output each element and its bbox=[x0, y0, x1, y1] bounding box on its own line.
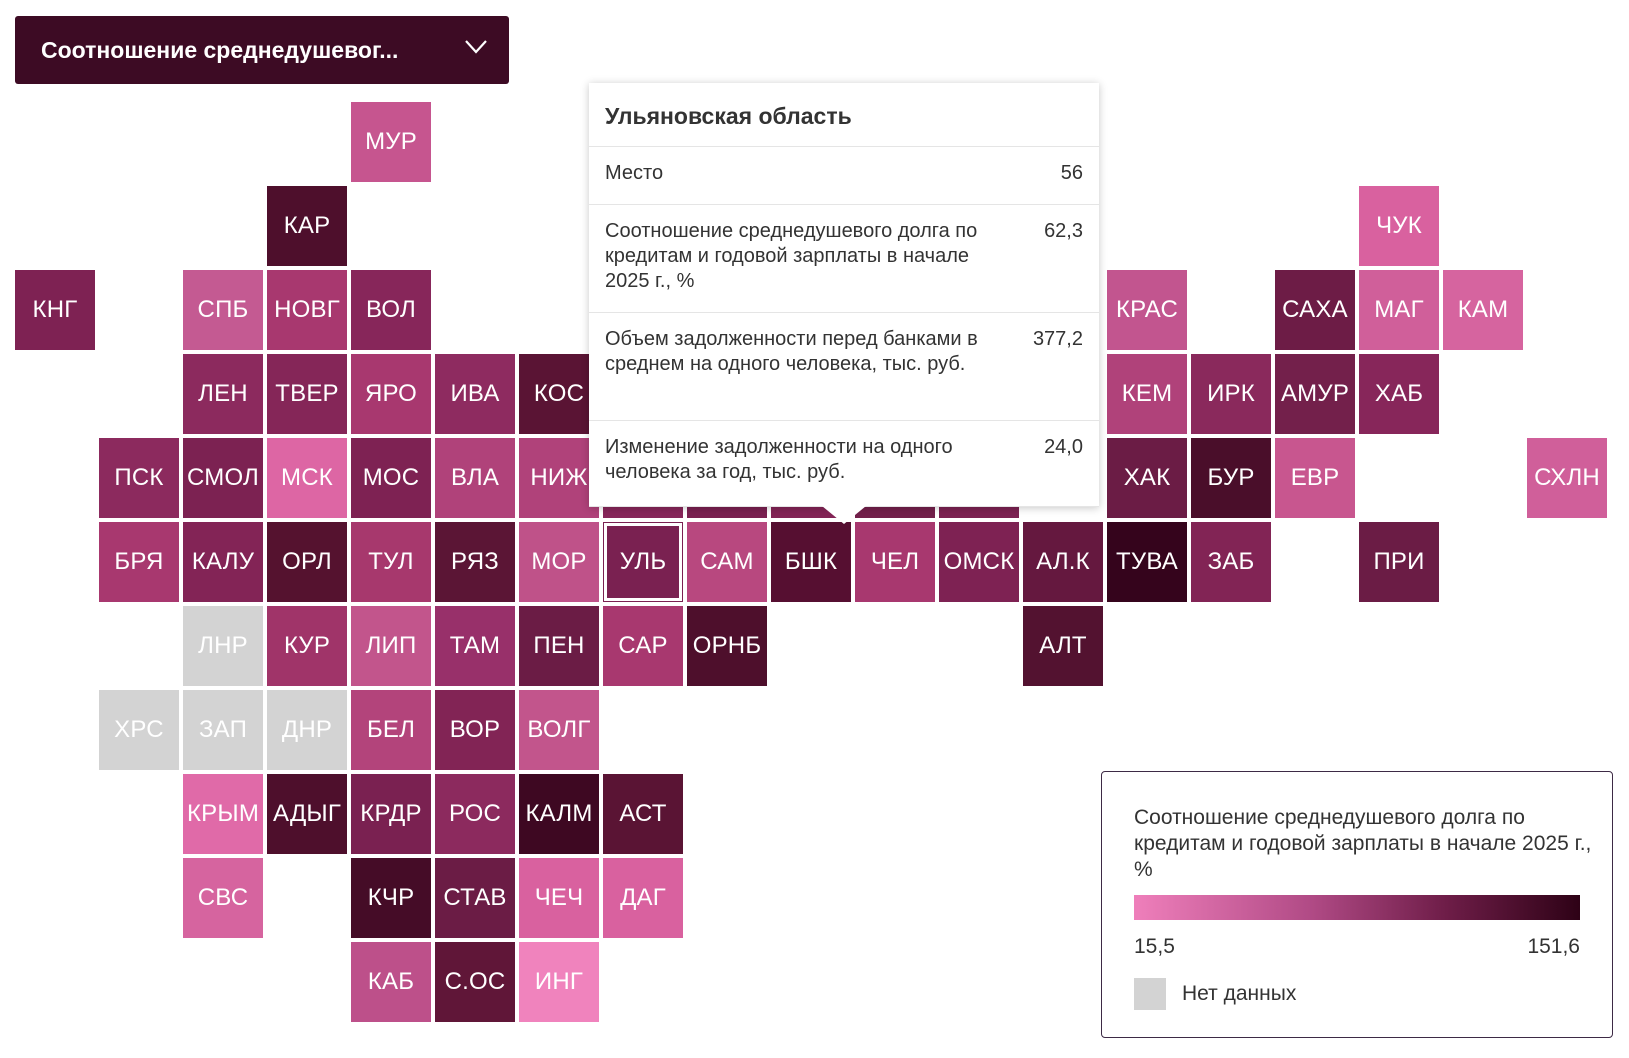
tooltip-value: 62,3 bbox=[1044, 220, 1083, 242]
region-tile-КОС[interactable]: КОС bbox=[519, 354, 599, 434]
region-tile-С.ОС[interactable]: С.ОС bbox=[435, 942, 515, 1022]
tooltip-row-change: Изменение задолженности на одного челове… bbox=[589, 421, 1099, 507]
region-tile-ЧЕЧ[interactable]: ЧЕЧ bbox=[519, 858, 599, 938]
region-tile-БЕЛ[interactable]: БЕЛ bbox=[351, 690, 431, 770]
region-tile-ЧЕЛ[interactable]: ЧЕЛ bbox=[855, 522, 935, 602]
region-tile-БУР[interactable]: БУР bbox=[1191, 438, 1271, 518]
tooltip-value: 377,2 bbox=[1032, 328, 1083, 350]
region-tile-ТАМ[interactable]: ТАМ bbox=[435, 606, 515, 686]
region-tile-АСТ[interactable]: АСТ bbox=[603, 774, 683, 854]
region-tile-ТУЛ[interactable]: ТУЛ bbox=[351, 522, 431, 602]
legend-max: 151,6 bbox=[1527, 935, 1580, 958]
tooltip-value: 56 bbox=[1060, 162, 1083, 184]
region-tile-ДНР[interactable]: ДНР bbox=[267, 690, 347, 770]
region-tile-ВОР[interactable]: ВОР bbox=[435, 690, 515, 770]
tooltip-label: Объем задолженности перед банками в сред… bbox=[605, 328, 978, 375]
color-legend: Соотношение среднедушевого долга по кред… bbox=[1101, 771, 1613, 1038]
region-tile-ПСК[interactable]: ПСК bbox=[99, 438, 179, 518]
region-tile-ЧУК[interactable]: ЧУК bbox=[1359, 186, 1439, 266]
region-tile-МОР[interactable]: МОР bbox=[519, 522, 599, 602]
chevron-down-icon bbox=[465, 40, 487, 54]
region-tooltip: Ульяновская область Место 56 Соотношение… bbox=[589, 83, 1099, 524]
region-tile-КАЛМ[interactable]: КАЛМ bbox=[519, 774, 599, 854]
region-tile-ВОЛГ[interactable]: ВОЛГ bbox=[519, 690, 599, 770]
legend-title: Соотношение среднедушевого долга по кред… bbox=[1134, 806, 1592, 881]
dropdown-label: Соотношение среднедушевог... bbox=[41, 36, 399, 63]
region-tile-КАР[interactable]: КАР bbox=[267, 186, 347, 266]
region-tile-КНГ[interactable]: КНГ bbox=[15, 270, 95, 350]
region-tile-ПЕН[interactable]: ПЕН bbox=[519, 606, 599, 686]
region-tile-КАБ[interactable]: КАБ bbox=[351, 942, 431, 1022]
region-tile-ЕВР[interactable]: ЕВР bbox=[1275, 438, 1355, 518]
region-tile-АЛТ[interactable]: АЛТ bbox=[1023, 606, 1103, 686]
region-tile-РЯЗ[interactable]: РЯЗ bbox=[435, 522, 515, 602]
region-tile-МСК[interactable]: МСК bbox=[267, 438, 347, 518]
region-tile-АМУР[interactable]: АМУР bbox=[1275, 354, 1355, 434]
legend-gradient bbox=[1134, 895, 1580, 920]
region-tile-СМОЛ[interactable]: СМОЛ bbox=[183, 438, 263, 518]
region-tile-СХЛН[interactable]: СХЛН bbox=[1527, 438, 1607, 518]
region-tile-МОС[interactable]: МОС bbox=[351, 438, 431, 518]
region-tile-КАМ[interactable]: КАМ bbox=[1443, 270, 1523, 350]
region-tile-КЕМ[interactable]: КЕМ bbox=[1107, 354, 1187, 434]
region-tile-ТУВА[interactable]: ТУВА bbox=[1107, 522, 1187, 602]
region-tile-ХАК[interactable]: ХАК bbox=[1107, 438, 1187, 518]
region-tile-ИНГ[interactable]: ИНГ bbox=[519, 942, 599, 1022]
region-tile-КУР[interactable]: КУР bbox=[267, 606, 347, 686]
region-tile-ИРК[interactable]: ИРК bbox=[1191, 354, 1271, 434]
region-tile-ОМСК[interactable]: ОМСК bbox=[939, 522, 1019, 602]
region-tile-ТВЕР[interactable]: ТВЕР bbox=[267, 354, 347, 434]
region-tile-БРЯ[interactable]: БРЯ bbox=[99, 522, 179, 602]
region-tile-ВЛА[interactable]: ВЛА bbox=[435, 438, 515, 518]
tooltip-row-rank: Место 56 bbox=[589, 147, 1099, 205]
region-tile-ЗАБ[interactable]: ЗАБ bbox=[1191, 522, 1271, 602]
region-tile-ЛИП[interactable]: ЛИП bbox=[351, 606, 431, 686]
region-tile-МУР[interactable]: МУР bbox=[351, 102, 431, 182]
region-tile-ВОЛ[interactable]: ВОЛ bbox=[351, 270, 431, 350]
region-tile-ОРНБ[interactable]: ОРНБ bbox=[687, 606, 767, 686]
region-tile-СПБ[interactable]: СПБ bbox=[183, 270, 263, 350]
region-tile-НИЖ[interactable]: НИЖ bbox=[519, 438, 599, 518]
indicator-dropdown[interactable]: Соотношение среднедушевог... bbox=[15, 16, 509, 84]
region-tile-ИВА[interactable]: ИВА bbox=[435, 354, 515, 434]
region-tile-ЛНР[interactable]: ЛНР bbox=[183, 606, 263, 686]
region-tile-САХА[interactable]: САХА bbox=[1275, 270, 1355, 350]
region-tile-МАГ[interactable]: МАГ bbox=[1359, 270, 1439, 350]
region-tile-САМ[interactable]: САМ bbox=[687, 522, 767, 602]
region-tile-БШК[interactable]: БШК bbox=[771, 522, 851, 602]
region-tile-ОРЛ[interactable]: ОРЛ bbox=[267, 522, 347, 602]
tooltip-label: Место bbox=[605, 162, 664, 184]
region-tile-РОС[interactable]: РОС bbox=[435, 774, 515, 854]
tooltip-pointer bbox=[822, 506, 866, 524]
region-tile-ЯРО[interactable]: ЯРО bbox=[351, 354, 431, 434]
tooltip-title: Ульяновская область bbox=[589, 83, 1099, 147]
region-tile-АЛ.К[interactable]: АЛ.К bbox=[1023, 522, 1103, 602]
region-tile-ЛЕН[interactable]: ЛЕН bbox=[183, 354, 263, 434]
tooltip-label: Соотношение среднедушевого долга по кред… bbox=[605, 220, 978, 292]
tooltip-row-ratio: Соотношение среднедушевого долга по кред… bbox=[589, 205, 1099, 313]
region-tile-ХАБ[interactable]: ХАБ bbox=[1359, 354, 1439, 434]
region-tile-ХРС[interactable]: ХРС bbox=[99, 690, 179, 770]
region-tile-УЛЬ[interactable]: УЛЬ bbox=[603, 522, 683, 602]
region-tile-ЗАП[interactable]: ЗАП bbox=[183, 690, 263, 770]
region-tile-ДАГ[interactable]: ДАГ bbox=[603, 858, 683, 938]
no-data-swatch bbox=[1134, 978, 1166, 1010]
region-tile-ПРИ[interactable]: ПРИ bbox=[1359, 522, 1439, 602]
region-tile-НОВГ[interactable]: НОВГ bbox=[267, 270, 347, 350]
region-tile-СВС[interactable]: СВС bbox=[183, 858, 263, 938]
tooltip-value: 24,0 bbox=[1044, 436, 1083, 458]
no-data-label: Нет данных bbox=[1182, 982, 1297, 1005]
tooltip-label: Изменение задолженности на одного челове… bbox=[605, 436, 953, 483]
region-tile-АДЫГ[interactable]: АДЫГ bbox=[267, 774, 347, 854]
tooltip-row-debt: Объем задолженности перед банками в сред… bbox=[589, 313, 1099, 421]
legend-min: 15,5 bbox=[1134, 935, 1175, 958]
region-tile-КЧР[interactable]: КЧР bbox=[351, 858, 431, 938]
region-tile-КРАС[interactable]: КРАС bbox=[1107, 270, 1187, 350]
region-tile-САР[interactable]: САР bbox=[603, 606, 683, 686]
region-tile-СТАВ[interactable]: СТАВ bbox=[435, 858, 515, 938]
region-tile-КРЫМ[interactable]: КРЫМ bbox=[183, 774, 263, 854]
region-tile-КРДР[interactable]: КРДР bbox=[351, 774, 431, 854]
region-tile-КАЛУ[interactable]: КАЛУ bbox=[183, 522, 263, 602]
